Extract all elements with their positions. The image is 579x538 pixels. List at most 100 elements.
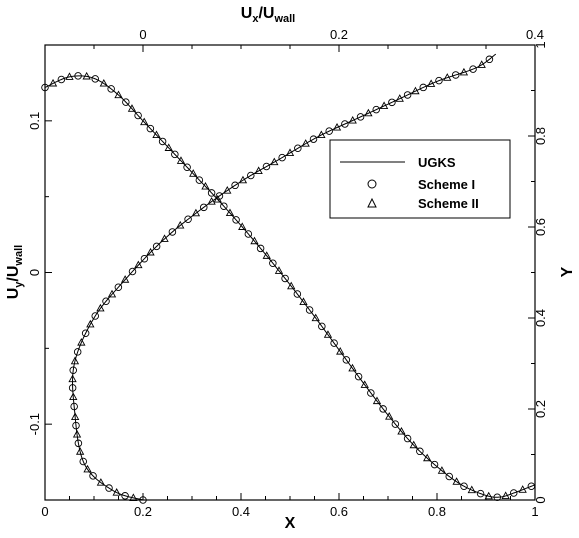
scheme1-point [140,254,149,263]
scheme2-point [411,86,420,95]
scheme1-point [57,75,66,84]
left-axis: -0.1 0 0.1 [27,112,52,501]
scheme2-point [207,197,216,205]
scheme1-point [509,489,518,497]
scheme1-point [341,120,349,128]
scheme2-point [452,477,461,485]
top-axis-title-sub1: x [252,13,259,25]
top-tick-label: 0.2 [330,27,348,42]
scheme1-point [200,203,208,212]
scheme2-point [164,143,173,151]
scheme1-point [183,163,191,171]
scheme2-point [69,392,78,401]
series-group [68,53,497,504]
scheme2-point [146,247,155,256]
scheme1-point [184,215,192,223]
left-tick-label: 0.1 [27,112,42,130]
scheme1-point [158,137,167,146]
scheme1-point [372,105,380,114]
scheme2-point [364,108,373,117]
scheme2-point [274,266,284,274]
left-axis-title-sub2: wall [13,245,25,267]
scheme2-point [68,374,77,383]
top-tick-label: 0 [139,27,146,42]
top-axis: 0 0.2 0.4 [93,27,544,52]
left-axis-title-sub1: y [13,281,25,288]
legend-scheme1-label: Scheme I [418,177,475,192]
scheme2-point [70,356,80,365]
scheme1-point [146,124,155,133]
scheme2-point [72,429,82,438]
scheme2-point [96,478,106,486]
scheme2-point [112,488,121,496]
scheme2-point [484,491,493,500]
scheme2-point [70,412,80,421]
scheme2-point [348,363,357,372]
scheme2-point [176,156,186,164]
scheme1-point [231,181,239,190]
scheme1-point [419,83,428,92]
scheme1-point [493,493,502,501]
scheme2-point [160,234,169,242]
scheme1-point [70,402,78,411]
scheme2-point [75,447,85,455]
scheme2-point [518,485,527,493]
scheme2-point [140,117,149,126]
scheme1-point [388,98,396,107]
scheme2-point [238,222,247,230]
scheme1-point [342,356,351,364]
scheme2-point [127,104,137,112]
scheme1-point [91,312,99,320]
scheme1-point [102,297,110,306]
series-layer [41,53,536,504]
scheme1-point [41,83,49,92]
scheme2-point [360,380,369,388]
scheme2-point [459,67,469,76]
left-axis-title-main: U [5,288,22,300]
scheme2-point [285,148,295,157]
right-tick-label: 0.8 [533,127,548,145]
scheme2-point [299,297,308,306]
scheme1-point [247,171,255,180]
scheme1-point [325,127,333,135]
scheme1-point [68,384,77,392]
scheme2-point [323,330,333,338]
scheme1-point [367,389,375,397]
scheme2-point [423,453,432,462]
scheme1-point [278,153,286,162]
scheme1-point [122,98,130,106]
right-tick-label: 1 [533,41,548,48]
top-tick-label: 0.4 [526,27,544,42]
bottom-axis: 0 0.2 0.4 0.6 0.8 1 [41,493,539,519]
scheme2-point [129,493,138,501]
scheme2-point [238,175,248,184]
scheme1-point [121,492,129,500]
scheme1-point [168,228,177,236]
scheme2-point [262,251,271,259]
scheme1-point [81,329,90,338]
scheme1-point [89,472,97,480]
scheme1-point [476,489,485,498]
plot-frame [44,44,536,501]
scheme1-point [435,76,443,85]
scheme1-point [460,482,468,490]
scheme1-point [356,113,365,121]
scheme1-point [485,55,494,64]
scheme2-point [83,464,92,473]
scheme2-point [467,485,476,494]
scheme2-point [477,60,486,68]
scheme1-point [107,85,115,93]
scheme2-point [225,208,235,217]
scheme1-point [281,274,289,283]
top-axis-title: Ux/Uwall [241,5,295,25]
scheme1-point [269,259,277,267]
scheme1-point [91,75,99,83]
left-axis-title: Uy/Uwall [5,245,25,299]
scheme2-point [96,303,105,312]
scheme1-point [72,421,80,430]
bottom-tick-label: 0.4 [232,504,250,519]
scheme1-point [244,230,253,238]
scheme2-point [134,260,143,269]
scheme2-point [426,79,436,87]
